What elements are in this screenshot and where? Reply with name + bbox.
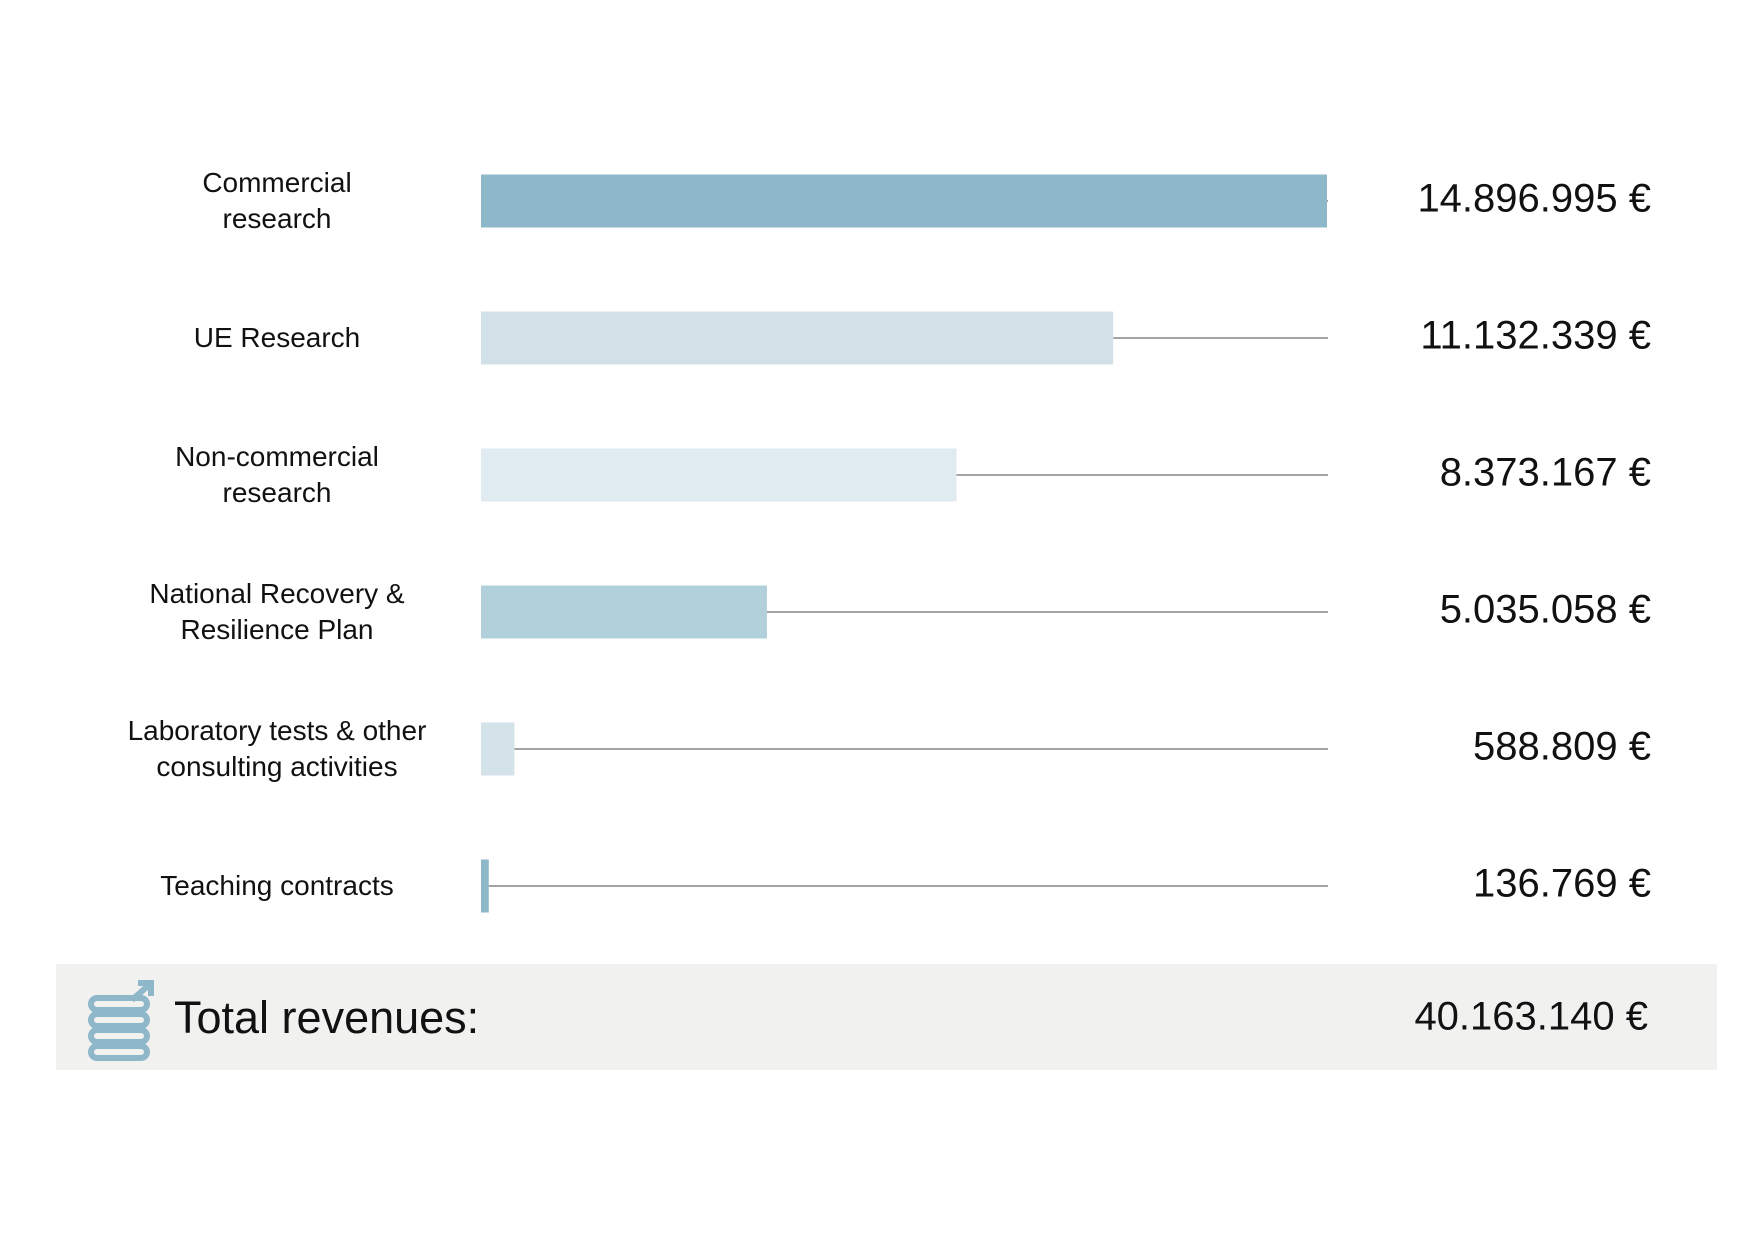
category-label: National Recovery & Resilience Plan xyxy=(149,578,405,645)
bar xyxy=(481,311,1114,365)
total-icon xyxy=(88,980,154,1061)
bar xyxy=(481,859,489,913)
category-label: Commercial research xyxy=(202,167,352,234)
total-panel xyxy=(56,964,1717,1070)
value-label: 588.809 € xyxy=(1473,725,1651,769)
bar xyxy=(481,174,1327,228)
value-label: 11.132.339 € xyxy=(1420,314,1651,358)
bar xyxy=(481,722,515,776)
category-label: UE Research xyxy=(193,322,361,353)
category-label: Teaching contracts xyxy=(160,870,394,901)
total-label: Total revenues: xyxy=(174,992,479,1043)
category-label: Laboratory tests & other consulting acti… xyxy=(127,715,427,782)
total-value: 40.163.140 € xyxy=(1414,995,1648,1039)
bar xyxy=(481,585,767,639)
value-label: 8.373.167 € xyxy=(1440,451,1651,495)
bar xyxy=(481,448,957,502)
value-label: 136.769 € xyxy=(1473,862,1651,906)
value-label: 5.035.058 € xyxy=(1440,588,1651,632)
value-label: 14.896.995 € xyxy=(1417,177,1651,221)
category-label: Non-commercial research xyxy=(175,441,379,508)
